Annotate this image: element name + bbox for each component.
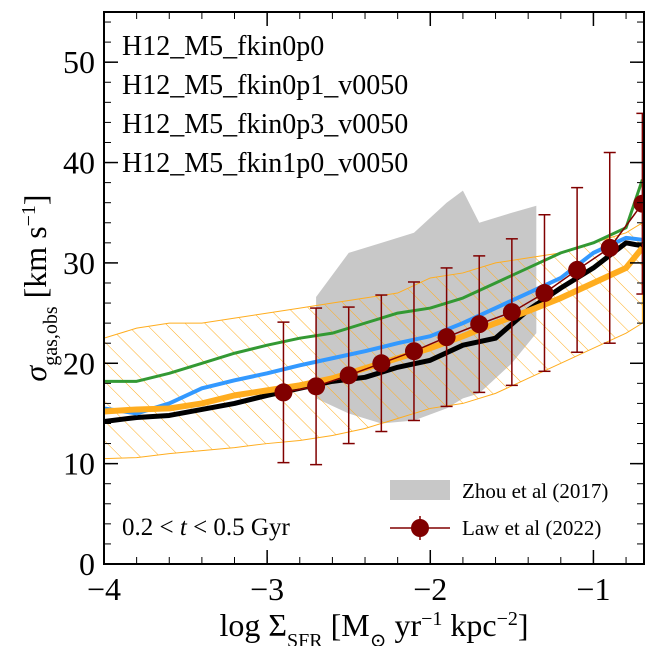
plot-area bbox=[104, 112, 644, 466]
legend-entry: H12_M5_fkin0p3_v0050 bbox=[122, 109, 408, 140]
legend-swatch bbox=[390, 480, 450, 500]
legend-entry: Law et al (2022) bbox=[462, 516, 601, 540]
y-tick-label: 30 bbox=[63, 245, 95, 281]
x-axis-label-part: kpc bbox=[442, 607, 496, 643]
x-axis-label: log ΣSFR [M⊙ yr−1 kpc−2] bbox=[219, 607, 528, 646]
annotation-part: 0.2 < bbox=[122, 514, 180, 541]
y-tick-label: 0 bbox=[79, 546, 95, 582]
point bbox=[274, 383, 293, 402]
x-axis-label-part: log Σ bbox=[219, 607, 287, 643]
y-axis-label: σgas,obs [km s−1] bbox=[17, 194, 62, 381]
legend-entry: H12_M5_fkin1p0_v0050 bbox=[122, 148, 408, 179]
point bbox=[470, 315, 489, 334]
point bbox=[600, 238, 619, 257]
point bbox=[568, 260, 587, 279]
x-axis-label-part: ⊙ bbox=[370, 630, 387, 646]
x-tick-label: −2 bbox=[413, 571, 447, 607]
legend-swatch bbox=[411, 519, 429, 537]
y-axis-label-part: −1 bbox=[18, 205, 40, 226]
y-axis-label-part: [km s bbox=[17, 226, 53, 306]
y-axis-label-part: ] bbox=[17, 194, 53, 205]
x-axis-label-part: −2 bbox=[497, 608, 518, 630]
point bbox=[633, 194, 644, 213]
x-axis-label-part: −1 bbox=[421, 608, 442, 630]
point bbox=[339, 366, 358, 385]
point bbox=[307, 377, 326, 396]
x-axis-label-part: SFR bbox=[287, 630, 323, 646]
y-tick-label: 40 bbox=[63, 145, 95, 181]
x-tick-label: −4 bbox=[87, 571, 121, 607]
y-axis-label-part: σ bbox=[17, 365, 53, 382]
x-tick-label: −1 bbox=[576, 571, 610, 607]
y-tick-label: 20 bbox=[63, 345, 95, 381]
point bbox=[535, 284, 554, 303]
legend-entry: H12_M5_fkin0p1_v0050 bbox=[122, 70, 408, 101]
y-axis-label-part: gas,obs bbox=[40, 306, 62, 366]
annotation-part: < 0.5 Gyr bbox=[187, 514, 291, 541]
x-tick-label: −3 bbox=[250, 571, 284, 607]
legend-entry: Zhou et al (2017) bbox=[462, 479, 608, 503]
point bbox=[437, 328, 456, 347]
point bbox=[404, 342, 423, 361]
y-tick-label: 10 bbox=[63, 446, 95, 482]
point bbox=[502, 303, 521, 322]
annotation-part: t bbox=[180, 514, 188, 541]
y-tick-label: 50 bbox=[63, 44, 95, 80]
point bbox=[372, 354, 391, 373]
x-axis-label-part: ] bbox=[518, 607, 529, 643]
x-axis-label-part: yr bbox=[386, 607, 421, 643]
frame bbox=[103, 11, 645, 565]
x-axis-label-part: [M bbox=[323, 607, 370, 643]
legend-entry: H12_M5_fkin0p0 bbox=[122, 31, 324, 62]
annotation: 0.2 < t < 0.5 Gyr bbox=[122, 514, 290, 541]
